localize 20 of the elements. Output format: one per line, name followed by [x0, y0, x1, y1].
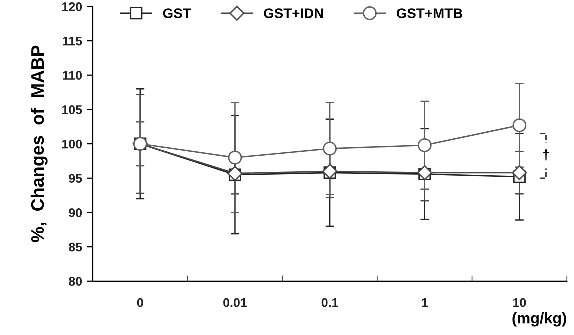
legend-label: GST+IDN: [264, 8, 324, 18]
annotation: †: [543, 150, 550, 161]
y-tick-label: 95: [69, 174, 82, 184]
legend-label: GST: [163, 8, 192, 18]
y-tick-label: 100: [62, 140, 82, 149]
legend-label: GST+MTB: [396, 8, 462, 18]
x-tick-label: 0.1: [322, 298, 338, 308]
y-tick-label: 110: [63, 71, 82, 80]
y-tick-label: 105: [62, 106, 82, 114]
x-tick-label: 0: [137, 298, 144, 308]
y-tick-label: 90: [69, 208, 82, 218]
x-tick-label: 10: [514, 298, 526, 308]
x-tick-label: 0.01: [224, 298, 248, 308]
y-tick-label: 115: [63, 36, 82, 46]
y-tick-label: 120: [62, 2, 82, 12]
y-tick-label: 80: [69, 277, 82, 286]
y-axis-title: %, Changes of MABP: [30, 46, 48, 242]
y-tick-label: 85: [69, 242, 82, 252]
x-axis-title: (mg/kg): [512, 312, 566, 327]
x-tick-label: 1: [422, 298, 428, 308]
